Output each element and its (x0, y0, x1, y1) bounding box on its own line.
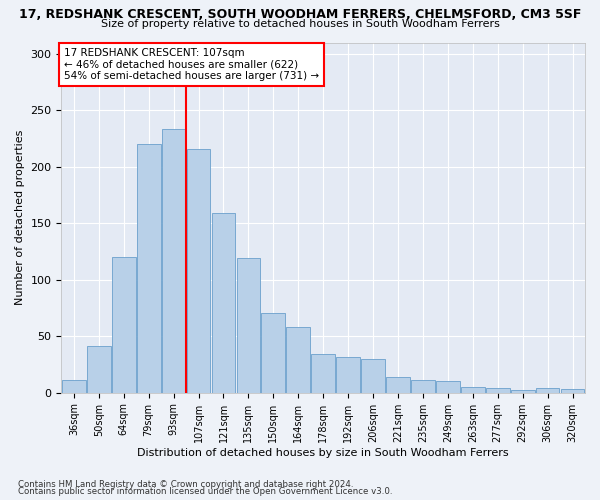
Y-axis label: Number of detached properties: Number of detached properties (15, 130, 25, 306)
Bar (386, 377, 410, 392)
Text: 17, REDSHANK CRESCENT, SOUTH WOODHAM FERRERS, CHELMSFORD, CM3 5SF: 17, REDSHANK CRESCENT, SOUTH WOODHAM FER… (19, 8, 581, 20)
Bar (236, 258, 260, 392)
Bar (212, 213, 235, 392)
Bar (137, 144, 161, 392)
Bar (62, 380, 86, 392)
X-axis label: Distribution of detached houses by size in South Woodham Ferrers: Distribution of detached houses by size … (137, 448, 509, 458)
Bar (336, 356, 360, 392)
Bar (311, 354, 335, 393)
Bar (436, 382, 460, 392)
Bar (162, 130, 185, 392)
Bar (187, 148, 211, 392)
Bar (286, 327, 310, 392)
Bar (560, 390, 584, 392)
Bar (536, 388, 559, 392)
Bar (361, 359, 385, 392)
Bar (486, 388, 509, 392)
Text: Contains HM Land Registry data © Crown copyright and database right 2024.: Contains HM Land Registry data © Crown c… (18, 480, 353, 489)
Text: Size of property relative to detached houses in South Woodham Ferrers: Size of property relative to detached ho… (101, 19, 499, 29)
Bar (461, 387, 485, 392)
Bar (511, 390, 535, 392)
Bar (112, 257, 136, 392)
Text: 17 REDSHANK CRESCENT: 107sqm
← 46% of detached houses are smaller (622)
54% of s: 17 REDSHANK CRESCENT: 107sqm ← 46% of de… (64, 48, 319, 81)
Bar (411, 380, 435, 392)
Text: Contains public sector information licensed under the Open Government Licence v3: Contains public sector information licen… (18, 488, 392, 496)
Bar (262, 312, 285, 392)
Bar (87, 346, 110, 393)
